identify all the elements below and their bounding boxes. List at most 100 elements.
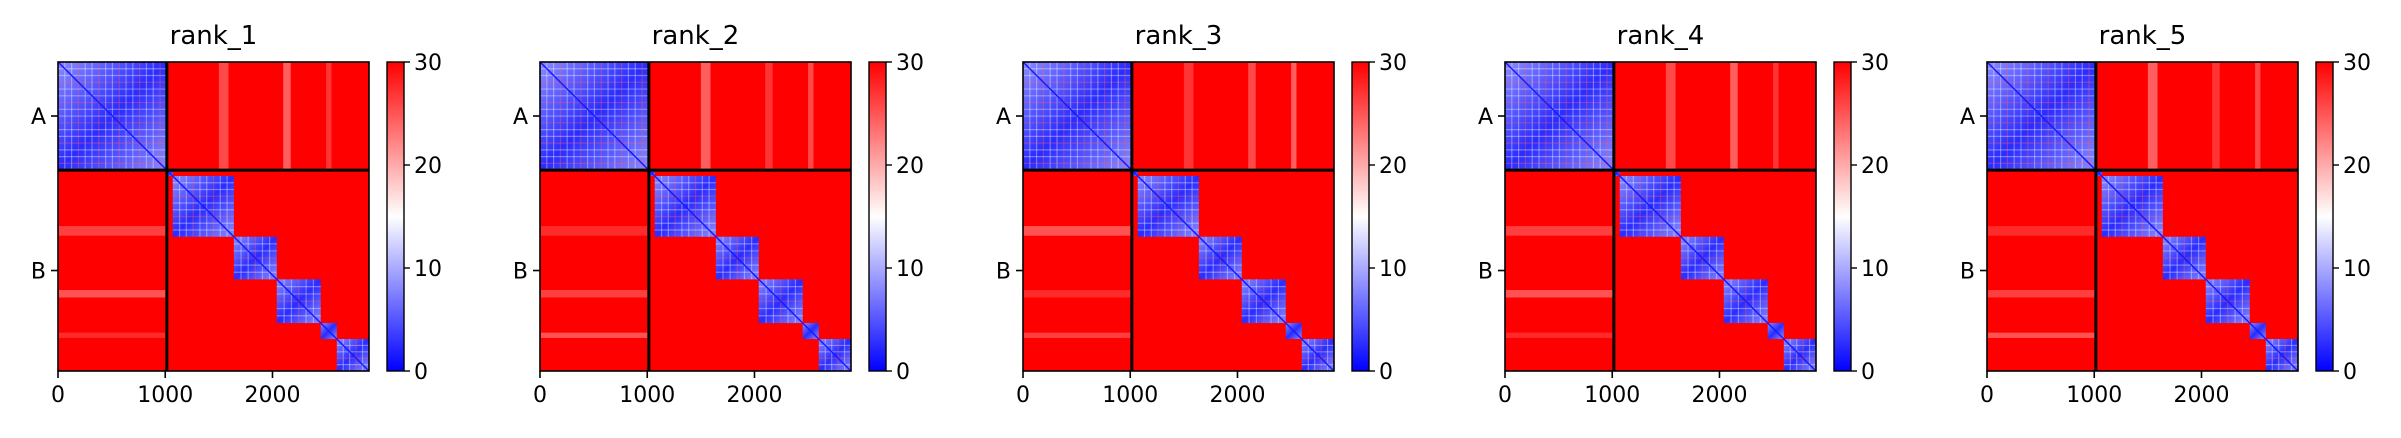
streak: [1987, 290, 2096, 298]
axes-frame: [1022, 61, 1335, 372]
streak: [808, 62, 814, 171]
axes-frame: [539, 61, 852, 372]
colorbar: [868, 61, 887, 372]
y-tick-label: B: [31, 260, 46, 285]
panel-title: rank_1: [170, 21, 258, 51]
colorbar-tick-label: 20: [1861, 154, 1889, 179]
colorbar-tick-label: 20: [1379, 154, 1407, 179]
diagonal: [1987, 62, 2298, 371]
streak: [326, 62, 332, 171]
streak: [1023, 290, 1132, 298]
streak: [1505, 332, 1614, 338]
colorbar: [1351, 61, 1370, 372]
colorbar: [1833, 61, 1852, 372]
y-tick-label: A: [513, 105, 528, 130]
axes-frame: [1504, 61, 1817, 372]
streak: [540, 332, 649, 338]
heatmap: [58, 62, 369, 371]
streak: [1665, 62, 1676, 171]
x-tick-label: 2000: [1691, 383, 1747, 408]
streak: [765, 62, 773, 171]
streak: [58, 290, 167, 298]
diagonal: [540, 62, 851, 371]
x-tick-label: 2000: [2173, 383, 2229, 408]
panel-4: rank_4 0 1000 2000 A B 0 10 20 30: [1478, 21, 1889, 408]
streak: [2147, 62, 2158, 171]
heatmap: [1987, 62, 2298, 371]
panel-3: rank_3 0 1000 2000 A B 0 10 20 30: [996, 21, 1407, 408]
diagonal: [1023, 62, 1334, 371]
x-tick-label: 1000: [619, 383, 675, 408]
y-tick-label: B: [513, 260, 528, 285]
panel-2: rank_2 0 1000 2000 A B 0 10 20 30: [513, 21, 924, 408]
streak: [2255, 62, 2261, 171]
heatmap: [1023, 62, 1334, 371]
streak: [58, 226, 167, 236]
colorbar-tick-label: 0: [896, 360, 910, 385]
streak: [1987, 226, 2096, 236]
x-tick-label: 1000: [1102, 383, 1158, 408]
colorbar-tick-label: 10: [414, 257, 442, 282]
colorbar-tick-label: 30: [1379, 51, 1407, 76]
streak: [1730, 62, 1738, 171]
heatmap: [540, 62, 851, 371]
x-tick-label: 0: [533, 383, 547, 408]
streak: [218, 62, 229, 171]
panel-title: rank_2: [652, 21, 740, 51]
colorbar-tick-label: 0: [414, 360, 428, 385]
streak: [1505, 290, 1614, 298]
streak: [700, 62, 711, 171]
panel-title: rank_5: [2099, 21, 2187, 51]
colorbar-tick-label: 10: [1861, 257, 1889, 282]
axes-frame: [57, 61, 370, 372]
y-tick-label: B: [1478, 260, 1493, 285]
streak: [1023, 226, 1132, 236]
streak: [1291, 62, 1297, 171]
y-tick-label: B: [996, 260, 1011, 285]
x-tick-label: 0: [1980, 383, 1994, 408]
colorbar-tick-label: 30: [2343, 51, 2371, 76]
colorbar-tick-label: 20: [414, 154, 442, 179]
colorbar-tick-label: 10: [2343, 257, 2371, 282]
streak: [283, 62, 291, 171]
colorbar-tick-label: 30: [896, 51, 924, 76]
x-tick-label: 1000: [137, 383, 193, 408]
colorbar-tick-label: 0: [1379, 360, 1393, 385]
x-tick-label: 2000: [244, 383, 300, 408]
panel-title: rank_3: [1135, 21, 1223, 51]
axes-frame: [1986, 61, 2299, 372]
colorbar-tick-label: 20: [2343, 154, 2371, 179]
x-tick-label: 0: [1016, 383, 1030, 408]
y-tick-label: A: [996, 105, 1011, 130]
streak: [1023, 332, 1132, 338]
y-tick-label: A: [31, 105, 46, 130]
colorbar-tick-label: 20: [896, 154, 924, 179]
colorbar-tick-label: 0: [2343, 360, 2357, 385]
streak: [1183, 62, 1194, 171]
colorbar: [386, 61, 405, 372]
panel-1: rank_1 0 1000 2000 A B 0 10 20 30: [31, 21, 442, 408]
panel-5: rank_5 0 1000 2000 A B 0 10 20 30: [1960, 21, 2371, 408]
diagonal: [58, 62, 369, 371]
streak: [2212, 62, 2220, 171]
colorbar-tick-label: 30: [414, 51, 442, 76]
y-tick-label: B: [1960, 260, 1975, 285]
y-tick-label: A: [1960, 105, 1975, 130]
colorbar-tick-label: 10: [1379, 257, 1407, 282]
x-tick-label: 1000: [1584, 383, 1640, 408]
y-tick-label: A: [1478, 105, 1493, 130]
streak: [1987, 332, 2096, 338]
streak: [1773, 62, 1779, 171]
x-tick-label: 0: [1498, 383, 1512, 408]
streak: [540, 226, 649, 236]
colorbar: [2315, 61, 2334, 372]
heatmap: [1505, 62, 1816, 371]
x-tick-label: 0: [51, 383, 65, 408]
colorbar-tick-label: 30: [1861, 51, 1889, 76]
colorbar-tick-label: 10: [896, 257, 924, 282]
streak: [58, 332, 167, 338]
diagonal: [1505, 62, 1816, 371]
colorbar-tick-label: 0: [1861, 360, 1875, 385]
streak: [1505, 226, 1614, 236]
